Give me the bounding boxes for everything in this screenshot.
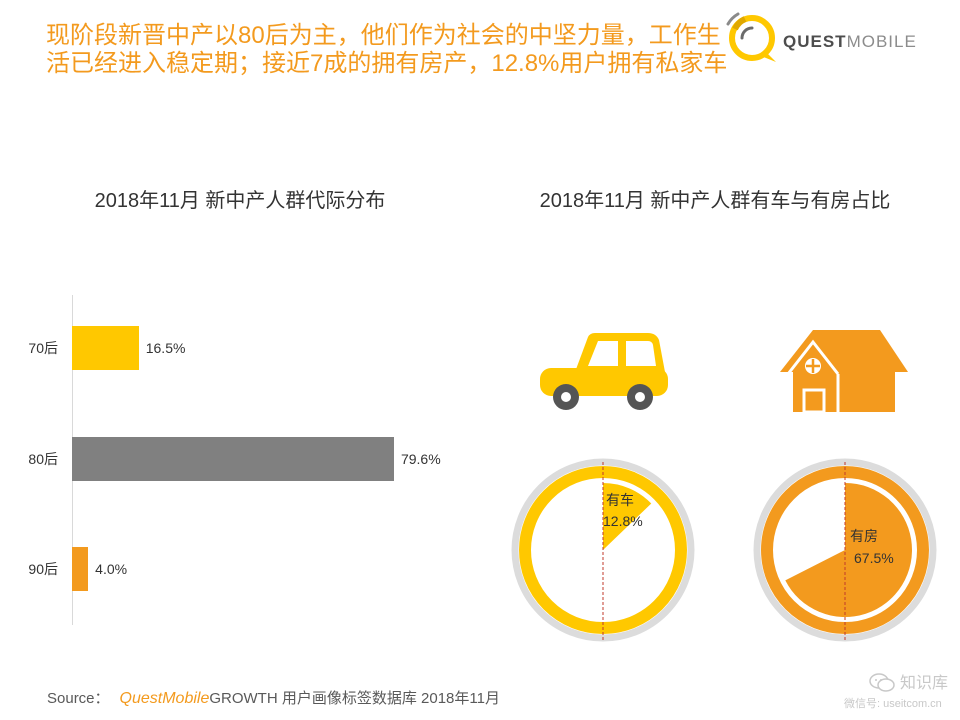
house-ownership-pie: 有房 67.5% [753,458,937,642]
generation-bar [72,547,89,591]
category-label: 80后 [28,450,58,467]
page-title-line-2: 活已经进入稳定期；接近7成的拥有房产，12.8%用户拥有私家车 [46,50,728,77]
pie-slice-car [603,483,652,550]
pie-label-car: 有车 [606,492,634,508]
watermark-name: 知识库 [900,675,949,692]
source-brand: QuestMobile [119,690,210,707]
source-text: GROWTH 用户画像标签数据库 2018年11月 [209,690,500,707]
value-label: 79.6% [400,450,441,467]
category-label: 90后 [28,561,58,577]
wechat-icon [869,673,895,692]
ownership-chart-title: 2018年11月 新中产人群有车与有房占比 [539,190,891,212]
pie-slice-house [785,483,912,617]
page-title: 现阶段新晋中产以80后为主，他们作为社会的中坚力量，工作生 活已经进入稳定期；接… [46,22,728,78]
logo-wordmark-light: MOBILE [846,32,917,51]
logo-wordmark-strong: QUEST [783,32,847,51]
generation-bar [72,326,139,370]
house-icon [780,330,908,414]
watermark-account: 微信号: useitcom.cn [844,698,942,710]
pie-value-label-house: 67.5% [854,550,894,566]
generation-chart-title: 2018年11月 新中产人群代际分布 [94,190,386,212]
page-title-line-1: 现阶段新晋中产以80后为主，他们作为社会的中坚力量，工作生 [46,22,721,49]
generation-bar [72,436,394,481]
value-label: 4.0% [95,561,128,577]
source-label: Source： [47,690,110,707]
pie-value-label-car: 12.8% [603,513,643,529]
value-label: 16.5% [145,340,186,356]
generation-bar-chart: 70后 16.5% 80后 79.6% 90后 4.0% [0,280,480,640]
category-label: 70后 [28,340,58,356]
questmobile-logo: QUESTMOBILE [724,10,924,68]
logo-wordmark: QUESTMOBILE [783,32,917,52]
watermark: 知识库 微信号: useitcom.cn [842,670,958,714]
pie-label-house: 有房 [850,528,878,544]
source-note: Source： QuestMobileGROWTH 用户画像标签数据库 2018年… [47,689,500,709]
questmobile-logo-icon [726,12,776,62]
car-ownership-pie: 有车 12.8% [511,458,695,642]
car-icon [540,333,668,410]
